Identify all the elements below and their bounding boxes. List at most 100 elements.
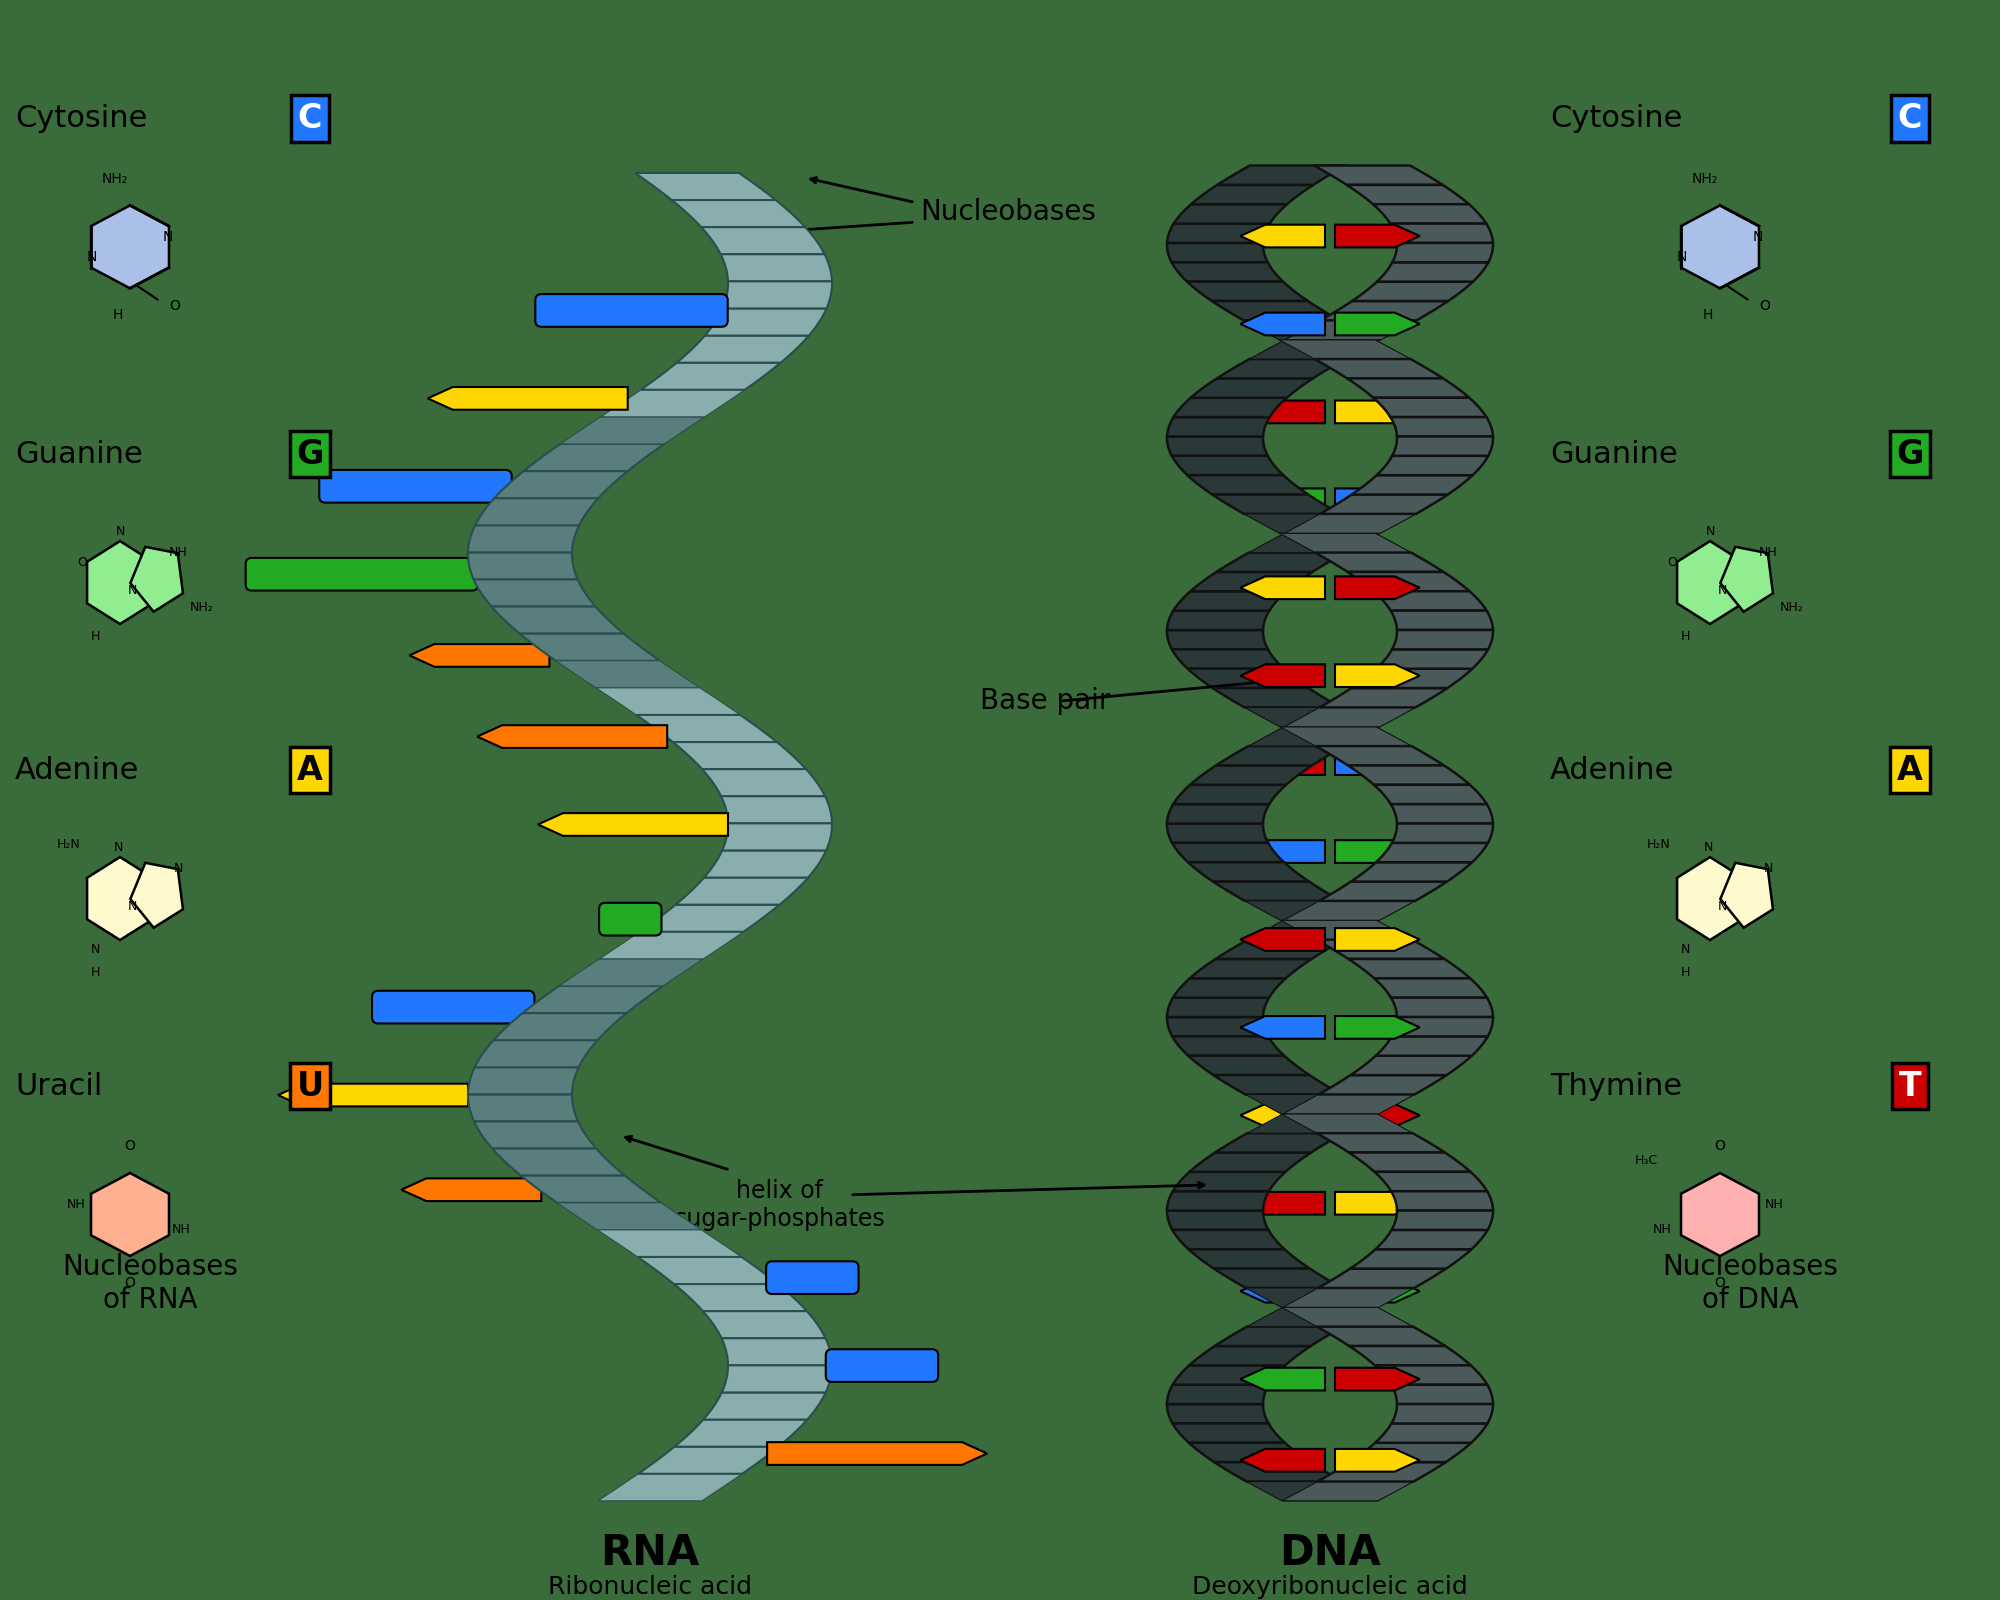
Polygon shape — [428, 387, 628, 410]
FancyBboxPatch shape — [536, 294, 728, 326]
Polygon shape — [1320, 882, 1446, 901]
Polygon shape — [1316, 552, 1444, 571]
Polygon shape — [1188, 1443, 1310, 1462]
Polygon shape — [1682, 205, 1758, 288]
Polygon shape — [596, 688, 740, 715]
Polygon shape — [1720, 547, 1772, 611]
Polygon shape — [1390, 611, 1492, 630]
Polygon shape — [1348, 765, 1470, 786]
Polygon shape — [1348, 571, 1470, 592]
Polygon shape — [476, 498, 598, 525]
Polygon shape — [1248, 1114, 1380, 1133]
Polygon shape — [1390, 224, 1492, 243]
Text: O: O — [124, 1275, 136, 1290]
Polygon shape — [1244, 707, 1376, 726]
Polygon shape — [1284, 1094, 1414, 1114]
Polygon shape — [722, 1338, 832, 1365]
Text: Adenine: Adenine — [16, 755, 140, 784]
Text: NH: NH — [172, 1222, 190, 1235]
Text: NH: NH — [1654, 1222, 1672, 1235]
Polygon shape — [704, 1392, 826, 1419]
Polygon shape — [1168, 437, 1268, 456]
Text: Guanine: Guanine — [16, 440, 142, 469]
Polygon shape — [1190, 1152, 1312, 1171]
Polygon shape — [1174, 786, 1286, 805]
Text: O: O — [1714, 1139, 1726, 1154]
Polygon shape — [1318, 1462, 1446, 1482]
Polygon shape — [1214, 1269, 1342, 1288]
Polygon shape — [88, 541, 152, 624]
FancyBboxPatch shape — [826, 1349, 938, 1382]
Polygon shape — [1348, 1152, 1470, 1171]
Polygon shape — [92, 205, 168, 288]
Text: N: N — [1764, 862, 1772, 875]
Text: N: N — [1704, 840, 1712, 854]
Polygon shape — [1376, 1037, 1488, 1056]
Polygon shape — [1240, 488, 1324, 510]
Polygon shape — [704, 851, 826, 877]
Polygon shape — [722, 797, 832, 824]
Polygon shape — [474, 1122, 596, 1149]
Polygon shape — [1336, 1104, 1420, 1126]
Polygon shape — [1246, 1482, 1378, 1501]
Polygon shape — [1336, 1368, 1420, 1390]
Text: O: O — [124, 1139, 136, 1154]
Polygon shape — [1240, 224, 1324, 248]
Polygon shape — [1720, 862, 1772, 928]
Polygon shape — [1352, 669, 1472, 688]
Text: RNA: RNA — [600, 1533, 700, 1574]
Polygon shape — [1282, 1307, 1414, 1326]
Polygon shape — [1392, 243, 1492, 262]
Polygon shape — [1240, 840, 1324, 862]
Polygon shape — [468, 1067, 578, 1094]
Polygon shape — [1168, 224, 1270, 243]
Polygon shape — [768, 1442, 988, 1466]
Polygon shape — [1348, 958, 1470, 978]
Text: O: O — [1668, 557, 1676, 570]
Polygon shape — [92, 1173, 168, 1256]
Polygon shape — [1350, 1250, 1472, 1269]
Polygon shape — [1240, 1450, 1324, 1472]
Text: N: N — [174, 862, 182, 875]
Polygon shape — [598, 1230, 742, 1258]
Polygon shape — [1336, 1192, 1420, 1214]
Polygon shape — [1350, 1056, 1472, 1075]
Polygon shape — [468, 1094, 578, 1122]
Polygon shape — [1282, 1288, 1414, 1307]
Polygon shape — [1392, 1192, 1492, 1211]
Polygon shape — [1376, 1424, 1488, 1443]
Text: N: N — [1718, 584, 1726, 597]
Polygon shape — [130, 547, 182, 611]
Polygon shape — [1174, 978, 1286, 998]
Polygon shape — [1240, 576, 1324, 598]
Polygon shape — [558, 1203, 702, 1230]
Polygon shape — [1240, 1368, 1324, 1390]
Text: A: A — [1898, 754, 1922, 787]
Polygon shape — [1172, 650, 1284, 669]
Polygon shape — [494, 470, 628, 498]
Polygon shape — [1240, 928, 1324, 950]
Text: H₂N: H₂N — [1646, 838, 1670, 851]
FancyBboxPatch shape — [372, 990, 534, 1024]
Polygon shape — [1284, 901, 1416, 920]
Polygon shape — [1190, 765, 1312, 786]
Polygon shape — [1376, 1230, 1488, 1250]
Polygon shape — [1190, 958, 1312, 978]
Polygon shape — [1240, 1104, 1324, 1126]
Polygon shape — [1316, 939, 1444, 958]
Polygon shape — [1250, 339, 1382, 358]
Polygon shape — [1390, 418, 1492, 437]
Text: O: O — [78, 557, 86, 570]
Polygon shape — [1248, 726, 1380, 746]
Polygon shape — [676, 877, 808, 904]
Polygon shape — [556, 661, 700, 688]
Polygon shape — [1284, 514, 1416, 533]
Polygon shape — [1174, 398, 1286, 418]
Text: N: N — [1718, 899, 1726, 914]
FancyBboxPatch shape — [320, 470, 512, 502]
Polygon shape — [1320, 688, 1448, 707]
Polygon shape — [672, 200, 806, 227]
Text: N: N — [1752, 230, 1764, 243]
Text: Cytosine: Cytosine — [1550, 104, 1682, 133]
Polygon shape — [1216, 939, 1344, 958]
